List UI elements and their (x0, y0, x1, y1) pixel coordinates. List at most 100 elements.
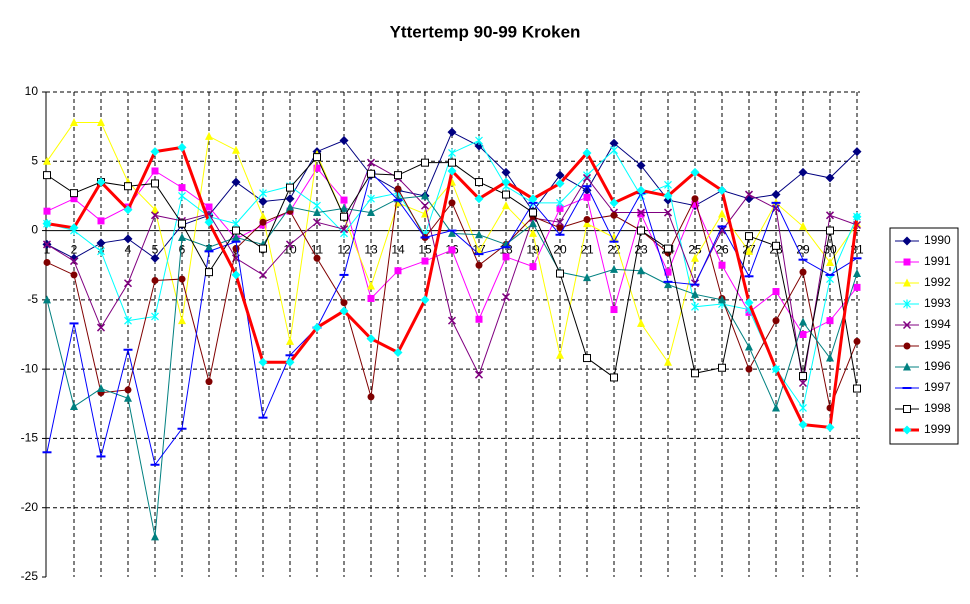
marker (420, 295, 430, 305)
marker (556, 198, 564, 208)
marker (555, 170, 565, 180)
marker (367, 169, 375, 178)
marker (637, 318, 645, 327)
marker (772, 241, 780, 250)
x-tick-label: 15 (418, 243, 432, 257)
marker (340, 196, 348, 204)
marker (313, 153, 321, 162)
marker (798, 420, 808, 430)
y-tick-label: 10 (25, 84, 39, 98)
marker (69, 223, 79, 233)
marker (367, 393, 375, 401)
marker (501, 177, 511, 187)
marker (231, 270, 241, 280)
marker (636, 208, 646, 217)
marker (259, 212, 267, 221)
marker (475, 315, 483, 323)
marker (582, 148, 592, 158)
marker (97, 384, 105, 393)
marker (394, 185, 402, 193)
marker (312, 218, 322, 227)
marker (123, 234, 133, 244)
marker (447, 166, 457, 176)
marker (285, 357, 295, 367)
marker (96, 177, 106, 187)
marker (232, 233, 240, 241)
marker (664, 180, 672, 190)
marker (124, 182, 132, 191)
marker (610, 211, 618, 219)
marker (903, 258, 911, 266)
marker (339, 306, 349, 316)
marker (340, 299, 348, 307)
marker (691, 369, 699, 378)
marker (475, 230, 483, 239)
series-line (46, 161, 858, 384)
marker (204, 217, 214, 227)
legend-label: 1993 (924, 296, 951, 310)
marker (799, 372, 807, 381)
marker (825, 211, 835, 220)
marker (394, 171, 402, 180)
marker (664, 244, 672, 253)
marker (97, 217, 105, 225)
marker (609, 138, 619, 148)
x-tick-label: 2 (71, 243, 78, 257)
x-tick-label: 1 (44, 243, 51, 257)
marker (583, 215, 591, 223)
series (42, 142, 862, 432)
marker (583, 219, 591, 228)
y-tick-label: 0 (31, 223, 38, 237)
marker (691, 302, 699, 312)
marker (903, 278, 911, 287)
marker (582, 173, 592, 182)
marker (286, 183, 294, 192)
x-tick-label: 14 (391, 243, 405, 257)
marker (205, 242, 213, 251)
marker (475, 261, 483, 269)
marker (799, 331, 807, 338)
marker (178, 233, 186, 241)
x-tick-label: 4 (125, 243, 132, 257)
x-tick-label: 22 (607, 243, 621, 257)
marker (339, 225, 349, 234)
marker (393, 348, 403, 358)
marker (313, 164, 321, 172)
marker (583, 273, 591, 282)
marker (366, 334, 376, 344)
marker (286, 336, 294, 345)
marker (718, 295, 726, 304)
marker (772, 288, 780, 296)
marker (151, 179, 159, 188)
marker (745, 365, 753, 373)
marker (610, 306, 618, 314)
marker (367, 194, 375, 204)
marker (447, 316, 457, 325)
y-tick-label: -20 (21, 500, 39, 514)
marker (717, 226, 727, 235)
marker (151, 276, 159, 284)
marker (853, 337, 861, 345)
marker (903, 299, 911, 309)
marker (42, 219, 52, 229)
marker (717, 185, 727, 195)
marker (123, 205, 133, 215)
marker (285, 194, 295, 204)
legend-label: 1998 (924, 401, 951, 415)
marker (313, 254, 321, 262)
marker (421, 191, 429, 200)
marker (637, 210, 645, 218)
marker (902, 320, 912, 330)
marker (664, 357, 672, 366)
marker (97, 246, 105, 256)
marker (340, 203, 348, 212)
marker (448, 246, 456, 254)
marker (43, 171, 51, 180)
marker (799, 403, 807, 413)
marker (799, 317, 807, 326)
marker (258, 196, 268, 206)
marker (610, 145, 618, 155)
marker (70, 195, 78, 203)
marker (69, 253, 79, 263)
marker (556, 204, 564, 212)
